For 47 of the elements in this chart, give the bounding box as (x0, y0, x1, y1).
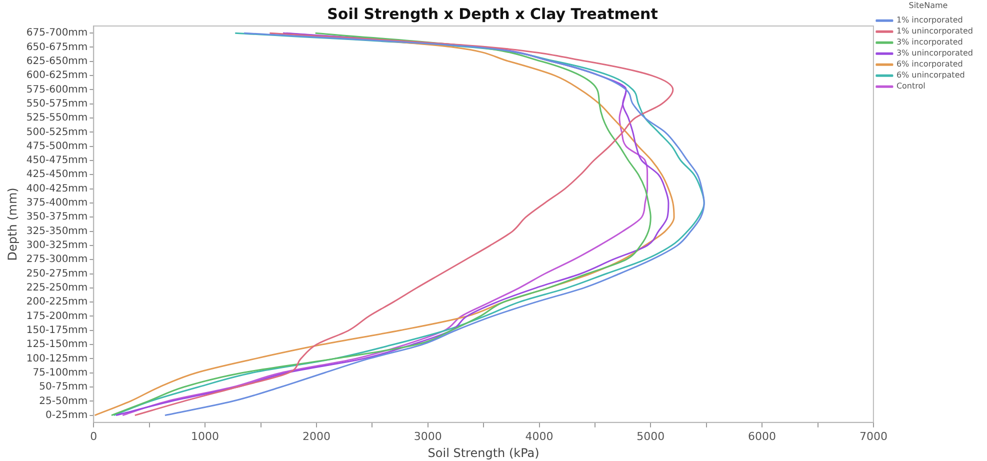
y-tick-label: 0-25mm (45, 410, 88, 421)
y-tick-label: 225-250mm (26, 282, 88, 294)
x-axis-title: Soil Strength (kPa) (428, 446, 540, 460)
x-tick-label: 2000 (302, 430, 330, 443)
y-tick-label: 550-575mm (26, 98, 88, 110)
x-tick-label: 5000 (636, 430, 665, 443)
y-tick-label: 400-425mm (26, 183, 88, 194)
y-tick-label: 125-150mm (26, 339, 88, 350)
legend-label: 1% unincorporated (896, 26, 974, 36)
y-tick-label: 200-225mm (26, 296, 88, 308)
x-tick-label: 3000 (414, 430, 442, 443)
y-tick-label: 250-275mm (26, 268, 88, 280)
legend-label: 3% unincorporated (896, 48, 974, 58)
legend-label: 1% incorporated (896, 16, 963, 25)
x-tick-label: 1000 (191, 430, 220, 443)
y-tick-label: 675-700mm (26, 28, 88, 39)
x-tick-label: 4000 (525, 430, 554, 443)
y-tick-label: 325-350mm (26, 226, 88, 237)
y-tick-label: 625-650mm (26, 56, 88, 67)
x-tick-label: 6000 (748, 430, 776, 443)
legend-title: SiteName (908, 1, 948, 10)
legend-label: Control (896, 82, 926, 91)
y-tick-label: 375-400mm (26, 198, 88, 209)
legend-label: 3% incorporated (896, 38, 963, 47)
y-tick-label: 75-100mm (32, 367, 88, 378)
legend-label: 6% incorporated (896, 60, 963, 69)
x-tick-label: 0 (90, 430, 98, 443)
y-tick-label: 575-600mm (26, 84, 88, 96)
y-tick-label: 450-475mm (26, 155, 88, 166)
y-tick-label: 50-75mm (39, 382, 88, 393)
y-axis-title: Depth (mm) (5, 188, 20, 261)
y-tick-label: 600-625mm (26, 70, 88, 82)
y-tick-label: 350-375mm (26, 212, 88, 223)
y-tick-label: 300-325mm (26, 240, 88, 252)
x-tick-label: 7000 (859, 430, 888, 443)
y-tick-label: 175-200mm (26, 310, 88, 322)
legend-label: 6% unincorpated (896, 70, 965, 80)
y-tick-label: 475-500mm (26, 140, 88, 152)
y-tick-label: 650-675mm (26, 42, 88, 53)
y-tick-label: 525-550mm (26, 112, 88, 124)
y-tick-label: 500-525mm (26, 126, 88, 138)
y-tick-label: 25-50mm (39, 396, 88, 407)
y-tick-label: 100-125mm (26, 353, 88, 364)
chart-title: Soil Strength x Depth x Clay Treatment (327, 4, 658, 23)
y-tick-label: 425-450mm (26, 169, 88, 180)
y-tick-label: 275-300mm (26, 254, 88, 266)
y-tick-label: 150-175mm (26, 324, 88, 336)
